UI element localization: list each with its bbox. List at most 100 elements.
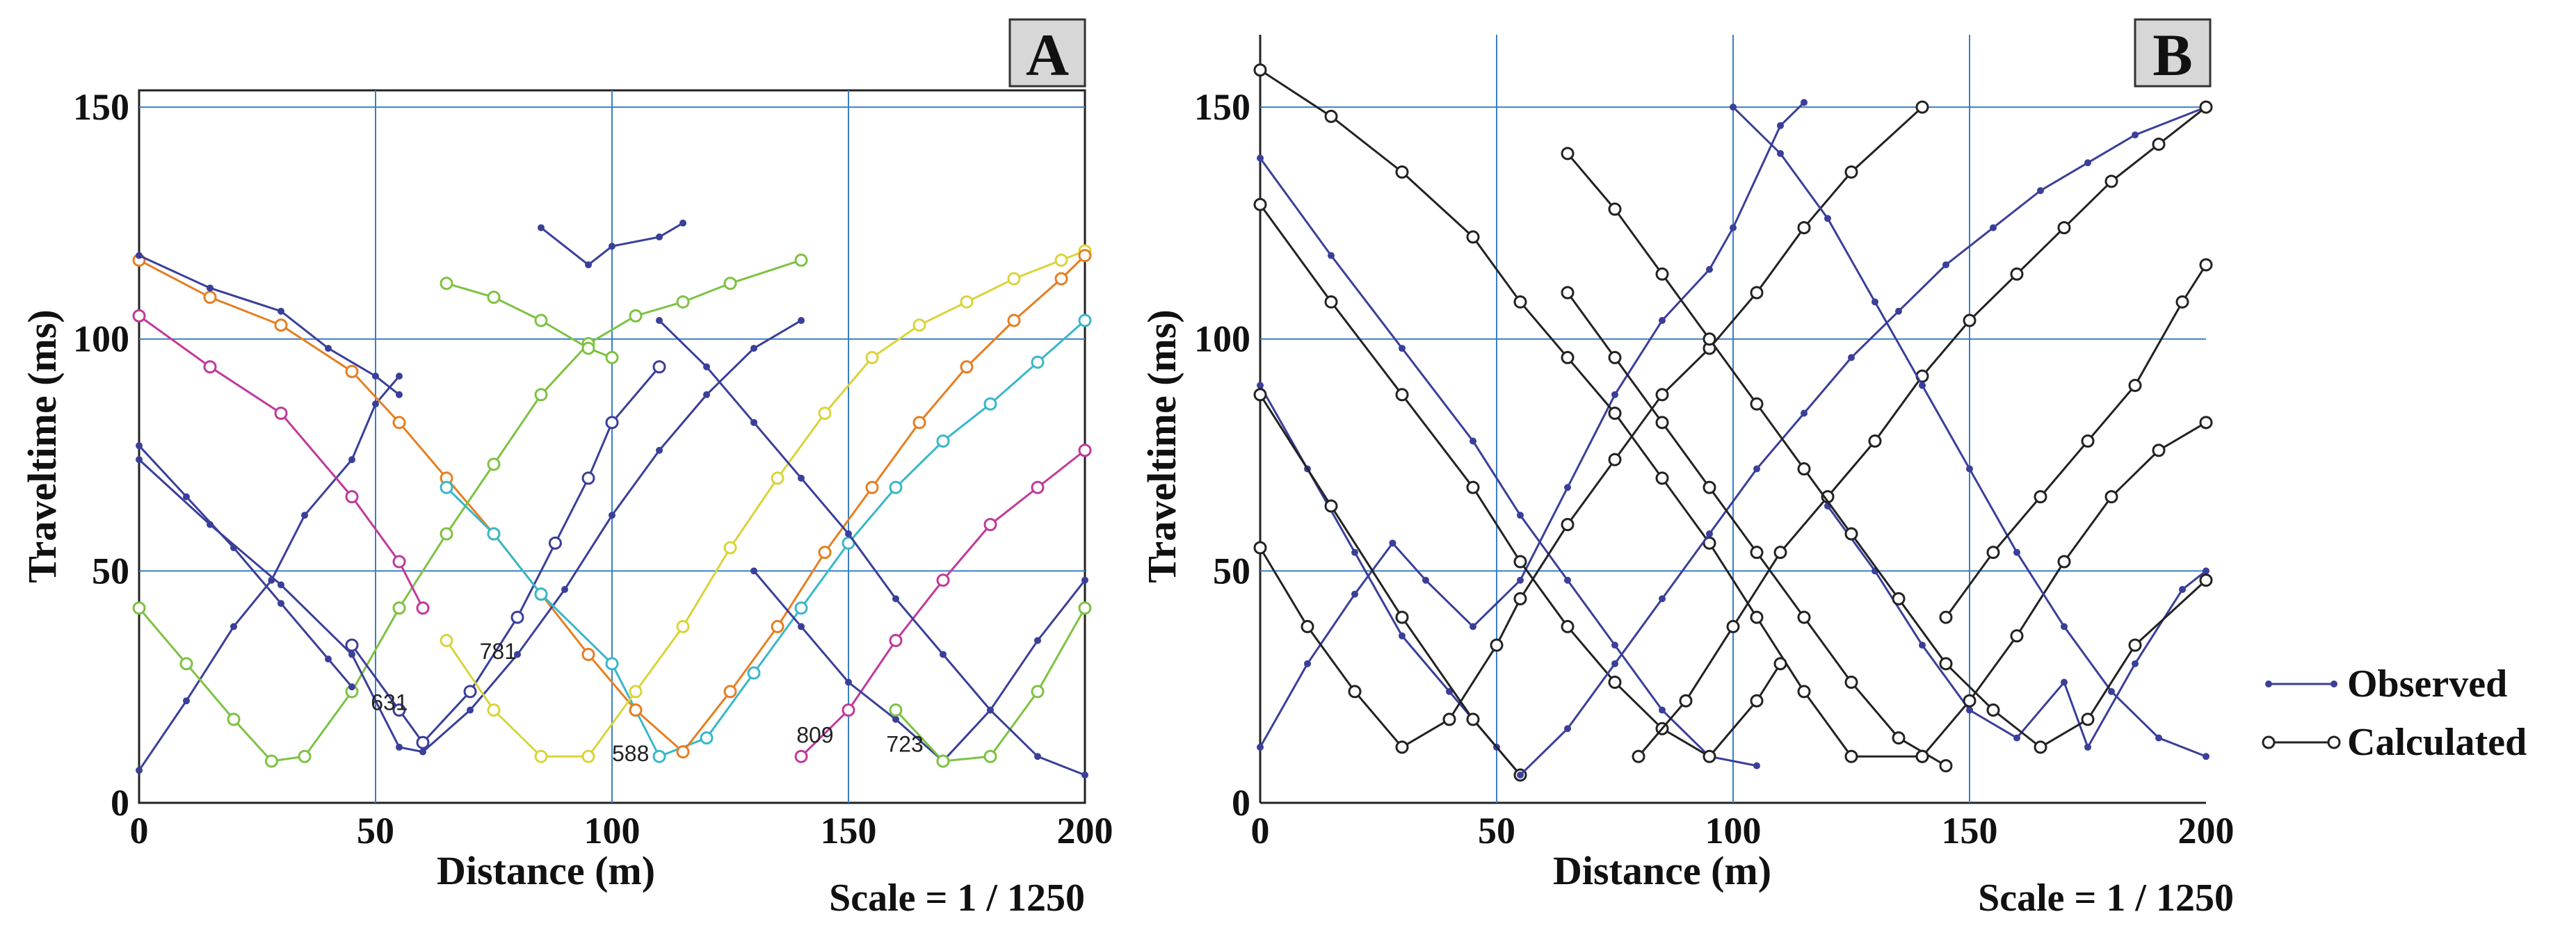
data-point: [2034, 740, 2047, 754]
plot-b-scale-label: Scale = 1 / 1250: [1978, 877, 2234, 920]
y-tick-label: 150: [73, 86, 129, 128]
data-point: [1730, 224, 1737, 231]
series-line: [138, 445, 353, 688]
data-point: [605, 416, 619, 430]
y-tick-label: 100: [73, 318, 129, 360]
data-point: [1328, 252, 1335, 259]
data-point: [889, 480, 903, 494]
data-point: [1081, 771, 1088, 779]
data-point: [676, 619, 690, 633]
data-point: [1611, 660, 1618, 667]
data-point: [274, 318, 288, 332]
data-point: [1702, 480, 1716, 494]
x-tick-label: 100: [1705, 810, 1762, 852]
data-point: [392, 416, 406, 430]
data-point: [538, 224, 545, 231]
data-point: [1031, 355, 1045, 369]
x-tick-label: 0: [1251, 810, 1270, 852]
data-point: [581, 471, 595, 485]
data-point: [1466, 712, 1480, 726]
legend-item-observed: Observed: [2265, 662, 2507, 706]
data-point: [936, 573, 950, 587]
data-point: [845, 530, 852, 537]
series-a-7: [345, 360, 666, 749]
series-line: [138, 319, 802, 753]
series-a-8: [440, 313, 1092, 763]
data-point: [132, 309, 146, 323]
data-point: [1966, 706, 1973, 714]
plot-a-grid: [139, 90, 1085, 803]
data-point: [656, 317, 663, 325]
panel-b-badge: [2134, 18, 2212, 88]
data-point: [2084, 159, 2091, 167]
data-point: [605, 350, 619, 364]
data-point: [136, 442, 143, 450]
data-point: [277, 307, 284, 315]
data-point: [1753, 465, 1760, 473]
data-point: [1253, 197, 1267, 211]
data-point: [1324, 295, 1338, 309]
x-tick-label: 200: [1057, 810, 1113, 852]
data-point: [1750, 694, 1764, 708]
data-point: [301, 512, 308, 519]
y-tick-label: 50: [92, 550, 129, 592]
data-point: [1351, 590, 1358, 598]
data-point: [1844, 749, 1858, 763]
data-point: [771, 619, 784, 633]
series-line: [1566, 152, 2207, 749]
data-point: [136, 252, 143, 259]
series-a-14: [538, 219, 686, 268]
data-point: [609, 512, 615, 519]
data-point: [723, 541, 737, 555]
data-point: [277, 581, 284, 589]
data-point: [2010, 267, 2024, 281]
data-point: [700, 731, 714, 745]
series-b-13: [1561, 147, 2213, 754]
data-point: [798, 317, 805, 325]
data-point: [1730, 104, 1737, 111]
legend-calculated-marker-2: [2327, 735, 2341, 749]
data-point: [1564, 725, 1571, 733]
data-point: [1655, 416, 1669, 430]
data-point: [2061, 678, 2068, 686]
y-tick-label: 100: [1194, 318, 1250, 360]
data-point: [2104, 490, 2118, 504]
data-point: [2199, 258, 2213, 272]
data-point: [1777, 122, 1784, 129]
data-point: [1399, 345, 1406, 352]
annotation-label: 588: [612, 741, 649, 766]
data-point: [396, 391, 403, 398]
annotation-label: 631: [371, 690, 408, 715]
series-b-10: [1824, 502, 2209, 751]
data-point: [392, 703, 406, 717]
data-point: [676, 745, 690, 759]
data-point: [1892, 592, 1906, 605]
data-point: [818, 546, 832, 560]
data-point: [2010, 629, 2024, 643]
data-point: [1078, 313, 1092, 327]
data-point: [1659, 706, 1666, 714]
series-line: [138, 254, 400, 396]
data-point: [1389, 539, 1396, 547]
data-point: [2152, 443, 2166, 457]
data-point: [794, 749, 808, 763]
data-point: [629, 703, 643, 717]
data-point: [798, 623, 805, 630]
data-point: [1706, 266, 1713, 273]
data-point: [1702, 332, 1716, 346]
data-point: [396, 373, 403, 380]
data-point: [274, 406, 288, 420]
data-point: [629, 685, 643, 699]
data-point: [629, 309, 643, 323]
data-point: [1919, 382, 1926, 389]
data-point: [2108, 687, 2115, 695]
data-point: [183, 697, 190, 705]
series-a-11: [794, 443, 1092, 763]
data-point: [1611, 391, 1618, 398]
data-point: [1868, 434, 1882, 448]
plot-b-x-axis-title: Distance (m): [1553, 848, 1771, 893]
panel-a-badge: [1008, 18, 1086, 88]
x-tick-label: 50: [357, 810, 394, 852]
series-a-15: [440, 277, 619, 364]
